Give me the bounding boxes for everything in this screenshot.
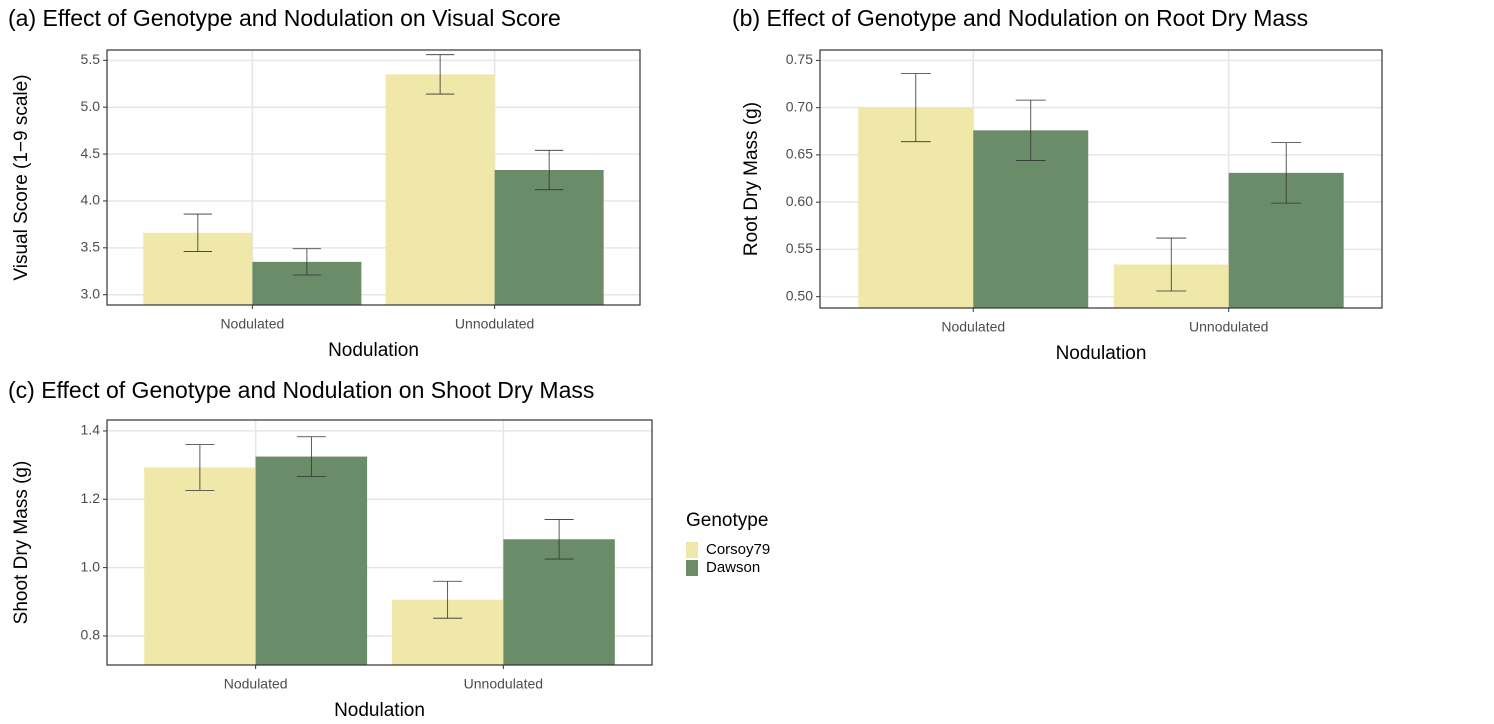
y-axis-title: Visual Score (1−9 scale) (11, 74, 32, 280)
error-bar (183, 213, 213, 252)
y-tick-label: 0.60 (786, 193, 813, 209)
chart-title: (b) Effect of Genotype and Nodulation on… (732, 5, 1308, 31)
y-tick-label: 0.50 (786, 287, 813, 303)
error-bar (900, 73, 931, 143)
y-tick-label: 4.0 (81, 192, 101, 208)
plot-border (106, 419, 653, 666)
error-bar (1271, 142, 1302, 204)
y-tick-label: 1.4 (81, 422, 101, 438)
y-tick-label: 0.75 (786, 51, 813, 67)
bar (255, 456, 368, 665)
y-axis-title: Shoot Dry Mass (g) (11, 461, 32, 625)
legend-swatch (686, 560, 698, 576)
x-tick-label: Unnodulated (464, 676, 543, 692)
error-bar (544, 519, 574, 560)
error-bar (425, 54, 455, 95)
y-tick-label: 1.0 (81, 558, 101, 574)
y-axis-title: Root Dry Mass (g) (741, 102, 762, 256)
y-tick-label: 5.5 (81, 51, 101, 67)
x-tick-label: Nodulated (224, 676, 288, 692)
chart-title: (c) Effect of Genotype and Nodulation on… (8, 377, 594, 403)
error-bar (1156, 237, 1187, 292)
x-tick-label: Unnodulated (455, 316, 534, 332)
error-bar (534, 149, 564, 191)
legend-swatch (686, 542, 698, 558)
error-bar (292, 248, 322, 276)
legend-title: Genotype (686, 510, 768, 531)
y-tick-label: 4.5 (81, 145, 101, 161)
legend-label: Dawson (706, 559, 760, 576)
error-bar (296, 436, 326, 477)
y-tick-label: 3.5 (81, 239, 101, 255)
y-tick-label: 0.8 (81, 627, 101, 643)
error-bar (185, 444, 215, 491)
x-axis-title: Nodulation (334, 700, 425, 721)
x-axis-title: Nodulation (328, 340, 419, 361)
x-tick-label: Unnodulated (1189, 319, 1268, 335)
bar (144, 467, 256, 665)
error-bar (1015, 99, 1046, 161)
y-tick-label: 0.65 (786, 146, 813, 162)
x-tick-label: Nodulated (941, 319, 1005, 335)
y-tick-label: 1.2 (81, 490, 101, 506)
plot-border (106, 49, 641, 306)
bar (503, 539, 615, 665)
legend-label: Corsoy79 (706, 541, 770, 558)
x-axis-title: Nodulation (1056, 343, 1147, 364)
y-tick-label: 5.0 (81, 98, 101, 114)
chart-title: (a) Effect of Genotype and Nodulation on… (8, 5, 561, 31)
y-tick-label: 0.70 (786, 98, 813, 114)
bar (385, 74, 495, 305)
error-bar (433, 580, 463, 619)
x-tick-label: Nodulated (220, 316, 284, 332)
y-tick-label: 3.0 (81, 285, 101, 301)
bar (494, 170, 604, 305)
y-tick-label: 0.55 (786, 240, 813, 256)
plot-border (819, 49, 1383, 309)
